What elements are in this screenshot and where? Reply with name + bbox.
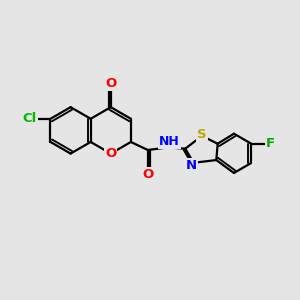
Text: NH: NH bbox=[159, 135, 180, 148]
Text: N: N bbox=[186, 159, 197, 172]
Text: O: O bbox=[142, 168, 153, 181]
Text: Cl: Cl bbox=[23, 112, 37, 125]
Text: S: S bbox=[197, 128, 207, 141]
Text: O: O bbox=[105, 76, 116, 90]
Text: F: F bbox=[266, 137, 275, 150]
Text: O: O bbox=[105, 147, 116, 160]
